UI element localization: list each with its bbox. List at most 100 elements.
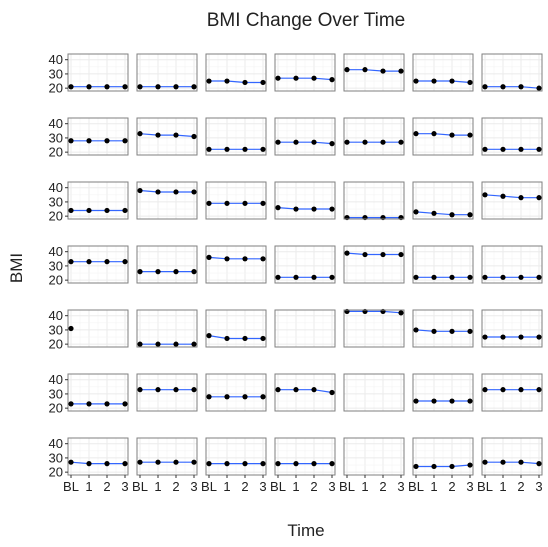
data-point: [467, 212, 473, 218]
panel-border: [67, 245, 129, 284]
data-point: [329, 141, 335, 147]
data-point: [380, 68, 386, 74]
y-tick-label: 20: [49, 145, 63, 160]
data-point: [293, 461, 299, 467]
panel-border: [136, 437, 198, 476]
data-point: [260, 461, 266, 467]
data-point: [104, 138, 110, 144]
panel-border: [67, 53, 129, 92]
data-point: [122, 259, 128, 265]
panel-border: [412, 437, 474, 476]
panel-border: [343, 245, 405, 284]
data-point: [362, 67, 368, 73]
data-point: [467, 79, 473, 86]
facet-panel: [412, 245, 474, 284]
panel-border: [67, 181, 129, 220]
data-point: [311, 139, 317, 145]
series-line: [209, 80, 263, 84]
series-line: [139, 189, 194, 193]
data-point: [206, 461, 212, 467]
x-tick-label: 1: [292, 479, 299, 494]
x-tick-label: 1: [361, 479, 368, 494]
data-point: [329, 274, 335, 280]
data-point: [137, 387, 143, 393]
series-line: [278, 77, 333, 81]
data-point: [191, 84, 197, 90]
data-point: [242, 79, 248, 86]
panel-border: [136, 117, 198, 156]
y-tick-label: 40: [49, 436, 63, 451]
data-point: [329, 77, 335, 83]
data-point: [293, 387, 299, 393]
panel-border: [412, 117, 474, 156]
panel-border: [343, 437, 405, 476]
facet-panel: [67, 245, 129, 284]
series-line: [416, 464, 471, 468]
data-point: [206, 394, 212, 400]
data-point: [275, 461, 281, 467]
data-point: [536, 195, 542, 201]
facet-panel: [481, 53, 543, 92]
panel-border: [67, 437, 129, 476]
data-point: [482, 459, 488, 465]
series-line: [415, 211, 470, 216]
data-point: [482, 84, 488, 90]
data-point: [431, 398, 437, 404]
data-point: [224, 78, 230, 84]
panel-border: [481, 53, 543, 92]
data-point: [104, 461, 110, 467]
data-point: [398, 251, 404, 258]
data-point: [104, 207, 110, 214]
data-point: [206, 146, 212, 152]
panel-border: [136, 53, 198, 92]
data-point: [260, 200, 266, 206]
series-line: [347, 310, 402, 314]
data-point: [242, 256, 248, 262]
data-point: [68, 259, 74, 265]
x-tick-label: 2: [517, 479, 524, 494]
panel-border: [274, 53, 336, 92]
panel-border: [412, 181, 474, 220]
data-point: [500, 193, 506, 199]
series-line: [278, 389, 333, 394]
x-tick-label: 2: [241, 479, 248, 494]
panel-border: [205, 437, 267, 476]
facet-panel: [481, 437, 543, 476]
data-point: [191, 189, 197, 195]
data-point: [500, 146, 506, 152]
facet-panel: [136, 53, 198, 92]
data-point: [206, 333, 212, 339]
data-point: [518, 195, 524, 201]
data-point: [155, 341, 161, 347]
x-tick-label: 3: [466, 479, 473, 494]
facet-panel: [481, 181, 543, 220]
data-point: [431, 131, 437, 137]
panel-border: [67, 117, 129, 156]
y-tick-label: 30: [49, 66, 63, 81]
series-line: [484, 194, 539, 199]
panel-border: [67, 373, 129, 412]
data-point: [380, 139, 386, 145]
facet-panel: [274, 53, 336, 92]
facet-panel: [343, 308, 405, 348]
panel-border: [136, 181, 198, 220]
facet-panel: [205, 309, 267, 348]
data-point: [482, 192, 488, 198]
x-tick-label: 3: [259, 479, 266, 494]
data-point: [449, 328, 455, 334]
data-point: [431, 328, 437, 334]
panel-border: [205, 245, 267, 284]
data-point: [398, 139, 404, 145]
panel-border: [343, 373, 405, 412]
x-tick-label: 3: [190, 479, 197, 494]
x-tick-label: 3: [328, 479, 335, 494]
data-point: [413, 209, 419, 215]
series-line: [70, 461, 125, 465]
facet-panel: [67, 53, 129, 92]
data-point: [206, 78, 212, 84]
x-tick-label: 2: [172, 479, 179, 494]
facet-panel: [67, 437, 129, 476]
data-point: [518, 334, 524, 340]
data-point: [536, 334, 542, 340]
